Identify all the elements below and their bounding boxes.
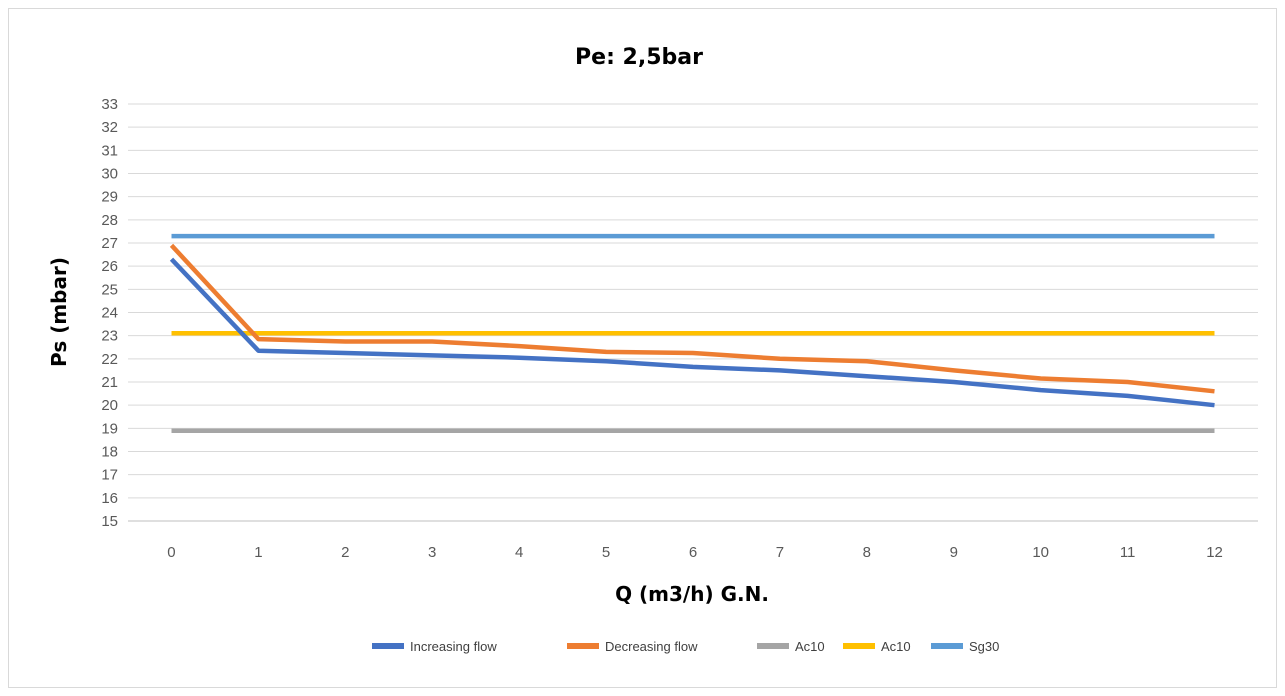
legend-label: Decreasing flow: [605, 639, 698, 654]
y-tick-label: 23: [101, 328, 118, 345]
series-lines: [169, 233, 1215, 433]
y-tick-label: 30: [101, 166, 118, 183]
y-tick-label: 24: [101, 305, 118, 322]
legend-label: Sg30: [969, 639, 999, 654]
y-tick-label: 27: [101, 235, 118, 252]
legend-label: Increasing flow: [410, 639, 497, 654]
y-tick-label: 32: [101, 119, 118, 136]
x-tick-label: 8: [863, 544, 871, 561]
x-tick-label: 9: [950, 544, 958, 561]
chart-title: Pe: 2,5bar: [575, 45, 703, 70]
y-axis-title: Ps (mbar): [47, 257, 71, 367]
y-tick-label: 17: [101, 467, 118, 484]
x-tick-label: 4: [515, 544, 523, 561]
y-tick-label: 18: [101, 444, 118, 461]
x-tick-label: 6: [689, 544, 697, 561]
x-tick-labels: 0 1 2 3 4 5 6 7 8 9 10 11 12: [167, 544, 1223, 561]
legend: Increasing flow Decreasing flow Ac10 Ac10 Sg…: [372, 639, 999, 654]
x-tick-label: 1: [254, 544, 262, 561]
legend-label: Ac10: [881, 639, 911, 654]
y-tick-label: 19: [101, 420, 118, 437]
legend-swatch: [931, 643, 963, 649]
chart-frame: [8, 8, 1277, 688]
x-tick-label: 3: [428, 544, 436, 561]
y-tick-labels: 15 16 17 18 19 20 21 22 23 24 25 26 27 28 29 30 31 32 33: [101, 96, 118, 530]
y-tick-label: 22: [101, 351, 118, 368]
x-tick-label: 10: [1032, 544, 1049, 561]
y-tick-label: 25: [101, 281, 118, 298]
legend-swatch: [757, 643, 789, 649]
y-tick-label: 15: [101, 513, 118, 530]
legend-swatch: [843, 643, 875, 649]
y-tick-label: 28: [101, 212, 118, 229]
x-tick-label: 5: [602, 544, 610, 561]
x-axis-title: Q (m3/h) G.N.: [615, 582, 769, 606]
series-line-1: [169, 243, 1215, 394]
legend-swatch: [372, 643, 404, 649]
y-tick-label: 31: [101, 142, 118, 159]
x-tick-label: 2: [341, 544, 349, 561]
x-tick-label: 7: [776, 544, 784, 561]
series-line-0: [169, 257, 1215, 408]
y-tick-label: 29: [101, 189, 118, 206]
y-tick-label: 21: [101, 374, 118, 391]
x-tick-label: 0: [167, 544, 175, 561]
x-tick-label: 12: [1206, 544, 1223, 561]
legend-swatch: [567, 643, 599, 649]
y-tick-label: 33: [101, 96, 118, 113]
x-tick-label: 11: [1120, 544, 1136, 561]
legend-label: Ac10: [795, 639, 825, 654]
y-tick-label: 20: [101, 397, 118, 414]
gridlines: [128, 103, 1258, 522]
y-tick-label: 26: [101, 258, 118, 275]
y-tick-label: 16: [101, 490, 118, 507]
